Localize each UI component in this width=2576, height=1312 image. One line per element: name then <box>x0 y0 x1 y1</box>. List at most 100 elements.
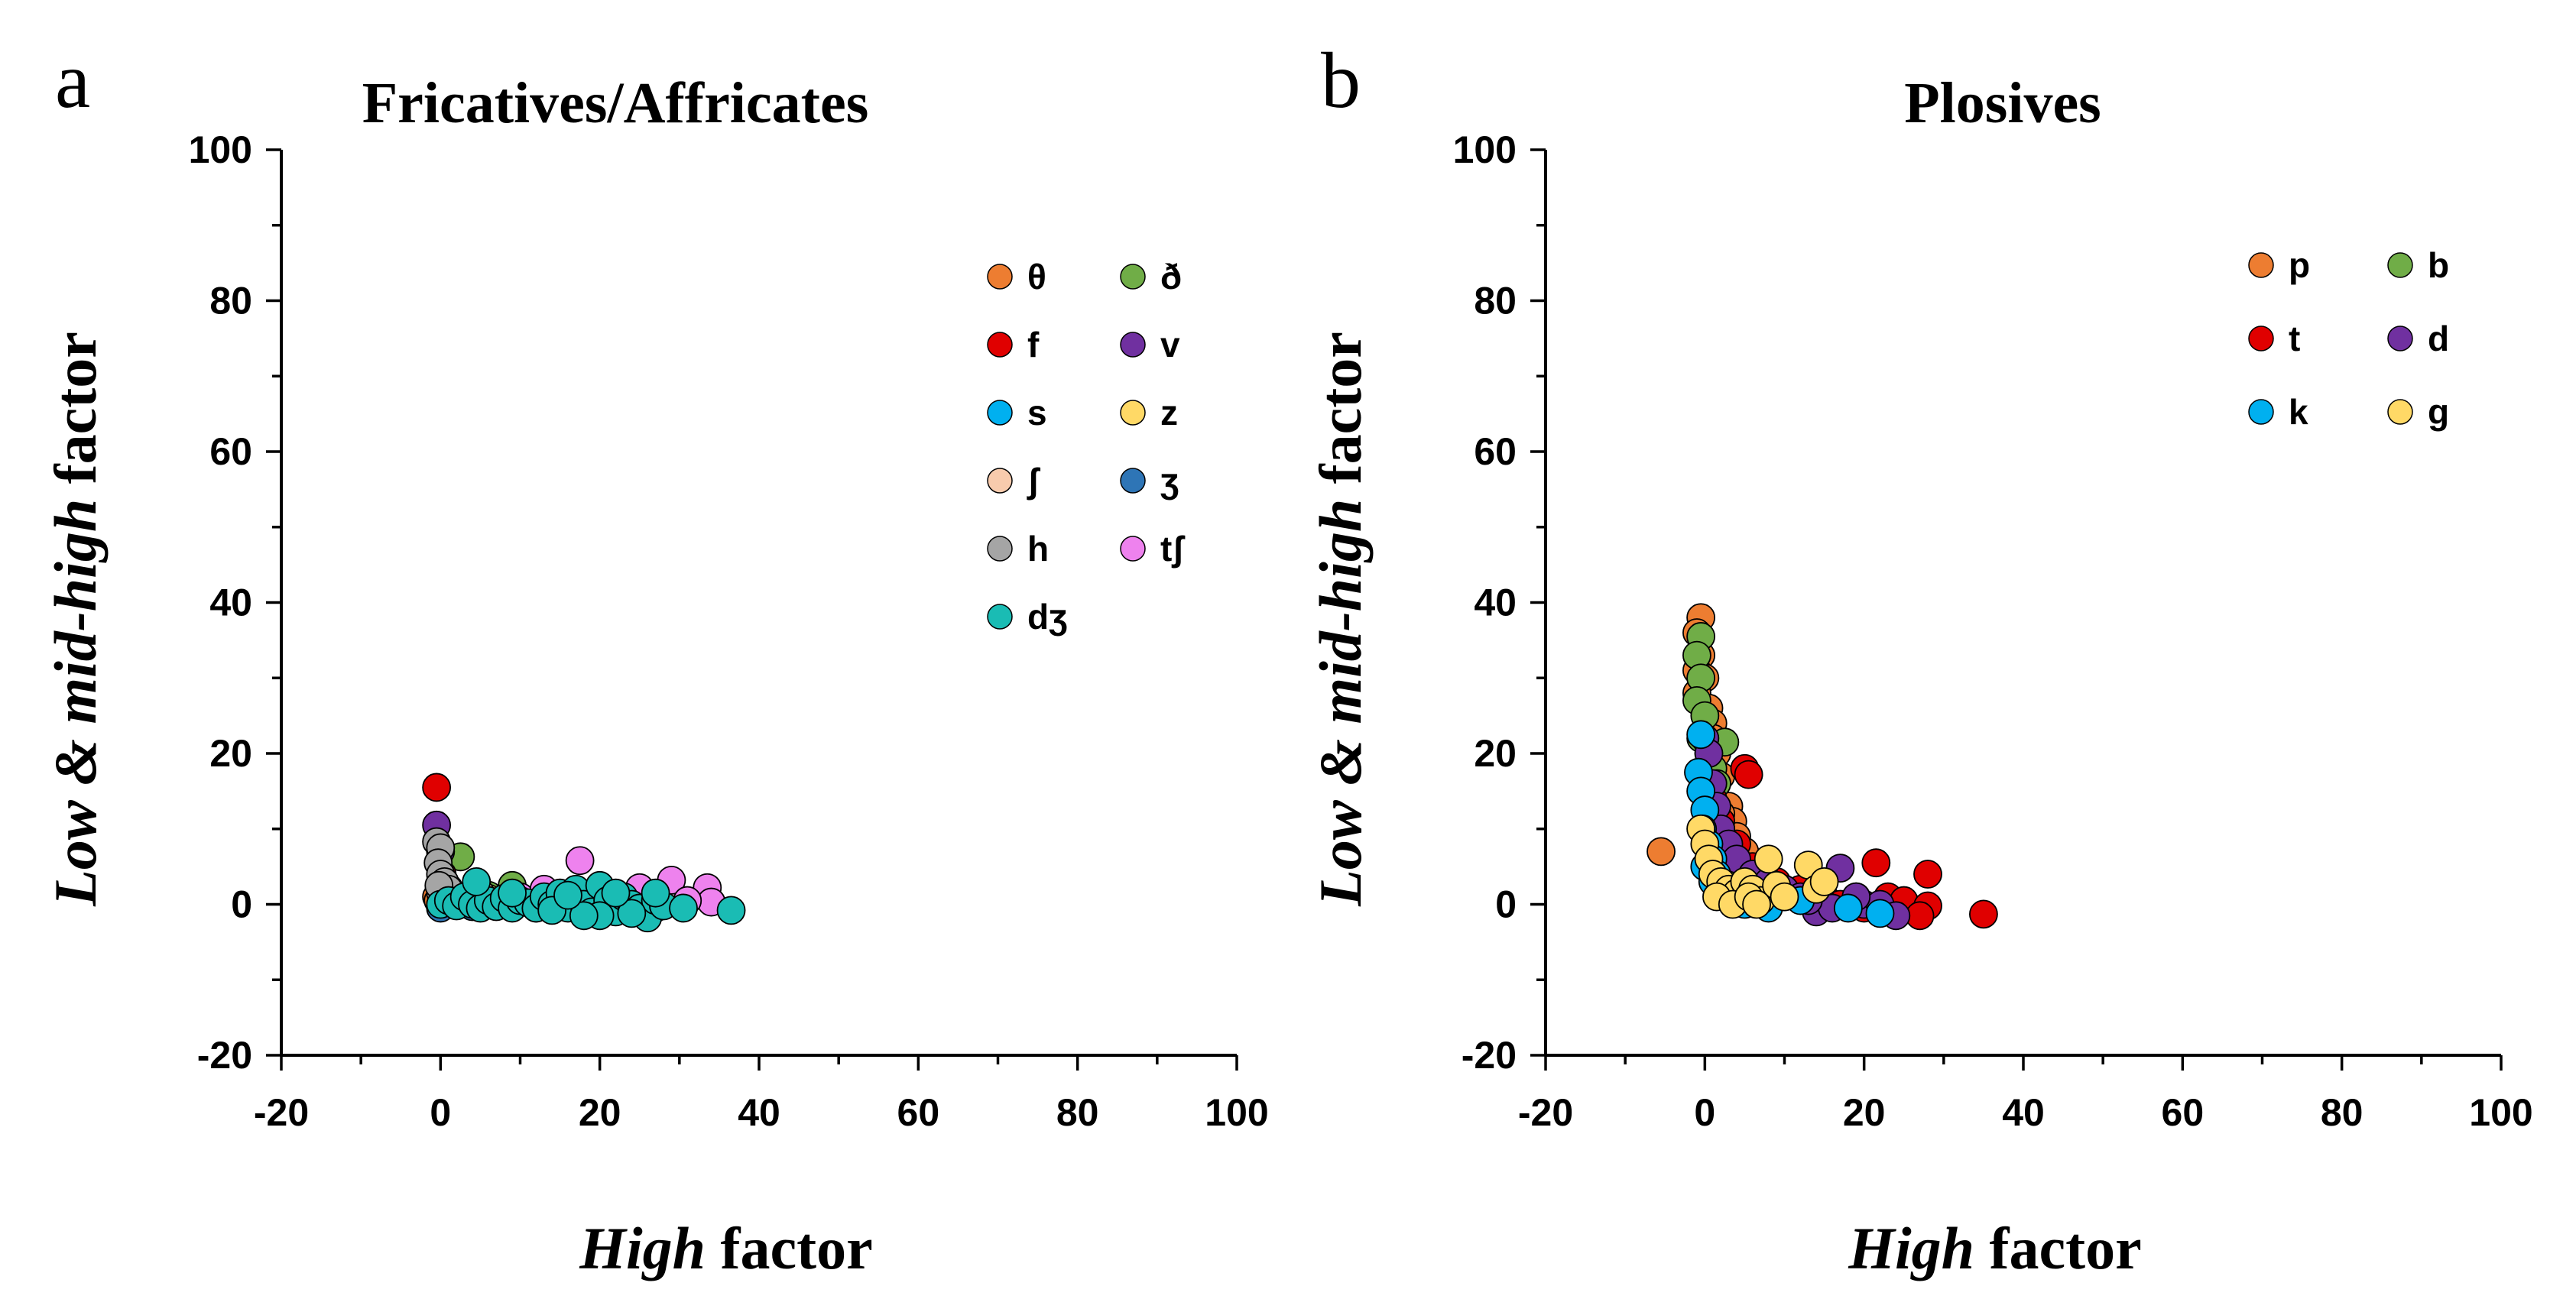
x-tick-label: 100 <box>1205 1091 1268 1134</box>
legend-label-ezh: ʒ <box>1160 461 1179 501</box>
y-tick-label: 20 <box>209 732 252 775</box>
legend-label-s: s <box>1027 393 1047 432</box>
panel-b-points <box>1646 603 1998 931</box>
y-tick-label: 20 <box>1474 732 1517 775</box>
scatter-point-tesh <box>565 846 595 876</box>
scatter-point-t <box>1913 860 1942 889</box>
legend-label-theta: θ <box>1027 257 1046 296</box>
legend-marker-ezh <box>1120 468 1146 494</box>
scatter-point-t <box>1969 899 1998 929</box>
panel-a: a Fricatives/Affricates -20 0 20 40 60 80 100-… <box>42 37 1269 1281</box>
scatter-point-t <box>1734 760 1763 789</box>
panel-b-axes <box>1530 148 2503 1071</box>
legend-marker-d <box>2387 326 2413 351</box>
panel-a-label: a <box>55 37 90 125</box>
legend-item-p: p <box>2248 245 2310 285</box>
panel-a-points <box>422 773 746 933</box>
legend-label-esh: ʃ <box>1027 461 1041 501</box>
legend-item-b: b <box>2387 245 2449 285</box>
legend-marker-tesh <box>1120 536 1146 562</box>
y-tick-label: 80 <box>209 280 252 322</box>
y-tick-label: 100 <box>189 128 252 171</box>
scatter-point-g <box>1742 889 1771 919</box>
legend-item-s: s <box>987 393 1047 432</box>
legend-label-dezh: dʒ <box>1027 597 1067 637</box>
legend-label-k: k <box>2289 392 2308 432</box>
scatter-point-g <box>1754 844 1783 874</box>
scatter-point-f <box>422 773 452 802</box>
legend-label-t: t <box>2289 319 2300 358</box>
panel-a-axes <box>266 148 1238 1071</box>
legend-item-v: v <box>1120 325 1180 364</box>
x-tick-label: 40 <box>2002 1091 2045 1134</box>
legend-marker-f <box>987 332 1013 358</box>
y-tick-label: 100 <box>1453 128 1517 171</box>
panel-b-ylabel-rest: factor <box>1307 332 1374 499</box>
panel-b-tick-labels: -20 0 20 40 60 80 100 -20 0 20 40 60 80 100 <box>1453 128 2533 1134</box>
legend-label-d: d <box>2428 319 2449 358</box>
panel-a-xlabel: High factor <box>579 1215 872 1281</box>
x-tick-label: 20 <box>1843 1091 1886 1134</box>
legend-marker-z <box>1120 400 1146 426</box>
x-tick-label: -20 <box>1518 1091 1573 1134</box>
panel-b-ylabel-italic1: Low <box>1307 799 1374 907</box>
y-tick-label: 0 <box>1495 883 1517 926</box>
legend-label-eth: ð <box>1160 257 1182 296</box>
legend-item-k: k <box>2248 392 2308 432</box>
x-tick-label: 0 <box>430 1091 451 1134</box>
scatter-point-dezh <box>617 899 647 928</box>
x-tick-label: -20 <box>254 1091 309 1134</box>
legend-item-ezh: ʒ <box>1120 461 1179 501</box>
legend-marker-k <box>2248 399 2274 425</box>
legend-item-t: t <box>2248 319 2300 358</box>
scatter-point-dezh <box>498 878 527 908</box>
scatter-point-dezh <box>569 901 599 931</box>
y-tick-label: 40 <box>1474 581 1517 624</box>
legend-marker-s <box>987 400 1013 426</box>
legend-item-tesh: tʃ <box>1120 529 1186 569</box>
y-tick-label: 60 <box>1474 430 1517 473</box>
scatter-point-dezh <box>669 893 698 923</box>
x-tick-label: 40 <box>738 1091 780 1134</box>
scatter-point-g <box>1770 882 1799 912</box>
panel-a-ylabel-mid1: & <box>42 724 109 801</box>
legend-label-g: g <box>2428 392 2449 432</box>
panel-b: b Plosives -20 0 20 40 60 80 100 -20 0 20 40 60 80 10… <box>1307 37 2533 1281</box>
scatter-point-k <box>1686 720 1716 750</box>
scatter-point-dezh <box>716 896 746 925</box>
legend-marker-theta <box>987 264 1013 290</box>
legend-item-g: g <box>2387 392 2449 432</box>
legend-item-esh: ʃ <box>987 461 1041 501</box>
x-tick-label: 0 <box>1694 1091 1715 1134</box>
legend-marker-eth <box>1120 264 1146 290</box>
panel-a-xlabel-rest: factor <box>706 1215 873 1281</box>
scatter-point-k <box>1833 893 1863 923</box>
panel-a-legend: θ ð f v s z ʃ ʒ h tʃ dʒ <box>987 257 1186 637</box>
scatter-point-dezh <box>462 867 492 896</box>
panel-b-title: Plosives <box>1904 71 2101 135</box>
x-tick-label: 80 <box>1056 1091 1099 1134</box>
legend-label-v: v <box>1160 325 1180 364</box>
legend-item-z: z <box>1120 393 1178 432</box>
y-tick-label: -20 <box>1462 1034 1517 1077</box>
legend-item-d: d <box>2387 319 2449 358</box>
legend-item-f: f <box>987 325 1040 364</box>
x-tick-label: 60 <box>2162 1091 2205 1134</box>
y-tick-label: 0 <box>231 883 252 926</box>
legend-marker-b <box>2387 252 2413 278</box>
legend-marker-g <box>2387 399 2413 425</box>
panel-a-title: Fricatives/Affricates <box>362 71 869 135</box>
panel-b-xlabel: High factor <box>1848 1215 2141 1281</box>
legend-label-h: h <box>1027 529 1049 569</box>
scatter-point-t <box>1861 848 1891 878</box>
panel-b-label: b <box>1321 37 1361 125</box>
panel-b-ylabel: Low & mid-high factor <box>1307 332 1374 907</box>
scatter-point-k <box>1865 899 1895 928</box>
scatter-point-dezh <box>641 878 670 908</box>
legend-marker-h <box>987 536 1013 562</box>
panel-b-xlabel-italic: High <box>1848 1215 1974 1281</box>
x-tick-label: 20 <box>579 1091 621 1134</box>
panel-a-ylabel: Low & mid-high factor <box>42 332 109 907</box>
